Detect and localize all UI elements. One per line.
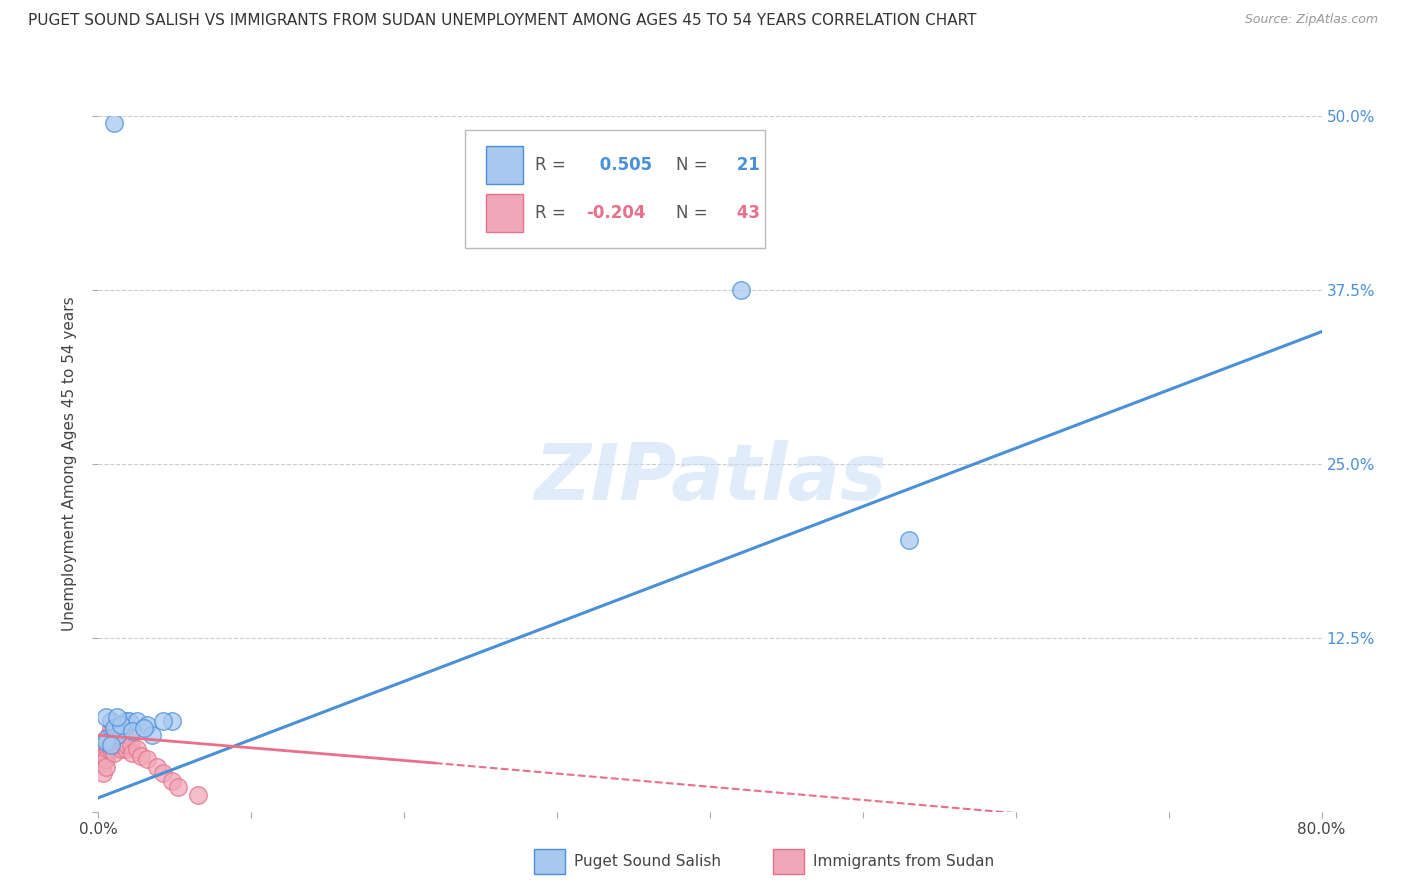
Point — [100, 732, 122, 747]
Point — [101, 728, 124, 742]
Y-axis label: Unemployment Among Ages 45 to 54 years: Unemployment Among Ages 45 to 54 years — [62, 296, 77, 632]
Point — [136, 718, 159, 732]
Point — [141, 728, 163, 742]
Point — [160, 714, 183, 729]
Point — [98, 738, 121, 752]
Point — [93, 742, 115, 756]
Point — [100, 714, 122, 729]
Point — [104, 732, 127, 747]
Point — [94, 735, 117, 749]
Point — [91, 765, 114, 780]
Point — [121, 724, 143, 739]
Point — [136, 752, 159, 766]
Point — [103, 746, 125, 760]
FancyBboxPatch shape — [465, 130, 765, 248]
Point — [115, 718, 138, 732]
Point — [100, 738, 122, 752]
Text: R =: R = — [536, 156, 571, 174]
Text: N =: N = — [676, 204, 713, 222]
Point — [167, 780, 190, 794]
Point — [97, 735, 120, 749]
Point — [105, 724, 128, 739]
Point — [897, 533, 920, 548]
Point — [94, 710, 117, 724]
Text: Immigrants from Sudan: Immigrants from Sudan — [813, 855, 994, 869]
Point — [152, 765, 174, 780]
Text: N =: N = — [676, 156, 713, 174]
Point — [112, 738, 135, 752]
Point — [100, 742, 122, 756]
Point — [103, 724, 125, 739]
Point — [94, 732, 117, 747]
Point — [121, 746, 143, 760]
Point — [94, 752, 117, 766]
Point — [105, 738, 128, 752]
Point — [101, 738, 124, 752]
Point — [115, 742, 138, 756]
Point — [94, 746, 117, 760]
Point — [187, 788, 209, 802]
Point — [108, 735, 131, 749]
Point — [134, 721, 156, 735]
Point — [125, 742, 148, 756]
Text: Source: ZipAtlas.com: Source: ZipAtlas.com — [1244, 13, 1378, 27]
Text: -0.204: -0.204 — [586, 204, 645, 222]
FancyBboxPatch shape — [486, 194, 523, 233]
Point — [100, 721, 122, 735]
Point — [730, 283, 752, 297]
Text: 21: 21 — [731, 156, 759, 174]
Point — [117, 738, 139, 752]
Point — [91, 756, 114, 770]
Point — [118, 728, 141, 742]
Text: R =: R = — [536, 204, 571, 222]
Point — [103, 116, 125, 130]
Point — [111, 732, 134, 747]
Point — [110, 742, 132, 756]
Point — [105, 728, 128, 742]
Text: ZIPatlas: ZIPatlas — [534, 440, 886, 516]
Point — [93, 752, 115, 766]
Point — [103, 735, 125, 749]
Point — [97, 742, 120, 756]
FancyBboxPatch shape — [486, 145, 523, 184]
Point — [152, 714, 174, 729]
Text: Puget Sound Salish: Puget Sound Salish — [574, 855, 721, 869]
Point — [98, 728, 121, 742]
Point — [110, 718, 132, 732]
Point — [120, 738, 142, 752]
Point — [103, 721, 125, 735]
Point — [105, 710, 128, 724]
Text: 43: 43 — [731, 204, 759, 222]
Point — [160, 774, 183, 789]
Point — [104, 721, 127, 735]
Point — [145, 760, 167, 774]
Point — [94, 760, 117, 774]
Text: PUGET SOUND SALISH VS IMMIGRANTS FROM SUDAN UNEMPLOYMENT AMONG AGES 45 TO 54 YEA: PUGET SOUND SALISH VS IMMIGRANTS FROM SU… — [28, 13, 977, 29]
Point — [129, 749, 152, 764]
Point — [107, 732, 129, 747]
Point — [110, 728, 132, 742]
Point — [115, 732, 138, 747]
Point — [115, 714, 138, 729]
Point — [125, 714, 148, 729]
Text: 0.505: 0.505 — [593, 156, 652, 174]
Point — [118, 714, 141, 729]
